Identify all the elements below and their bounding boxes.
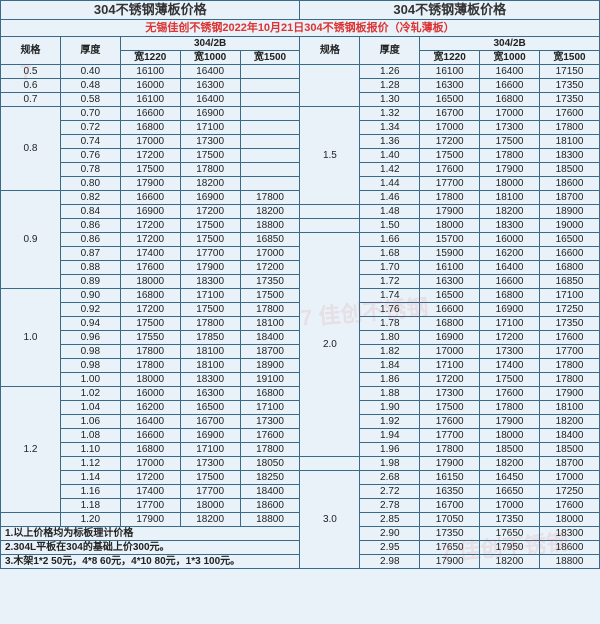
price-table: 304不锈钢薄板价格304不锈钢薄板价格无锡佳创不锈钢2022年10月21日30… [0, 0, 600, 569]
